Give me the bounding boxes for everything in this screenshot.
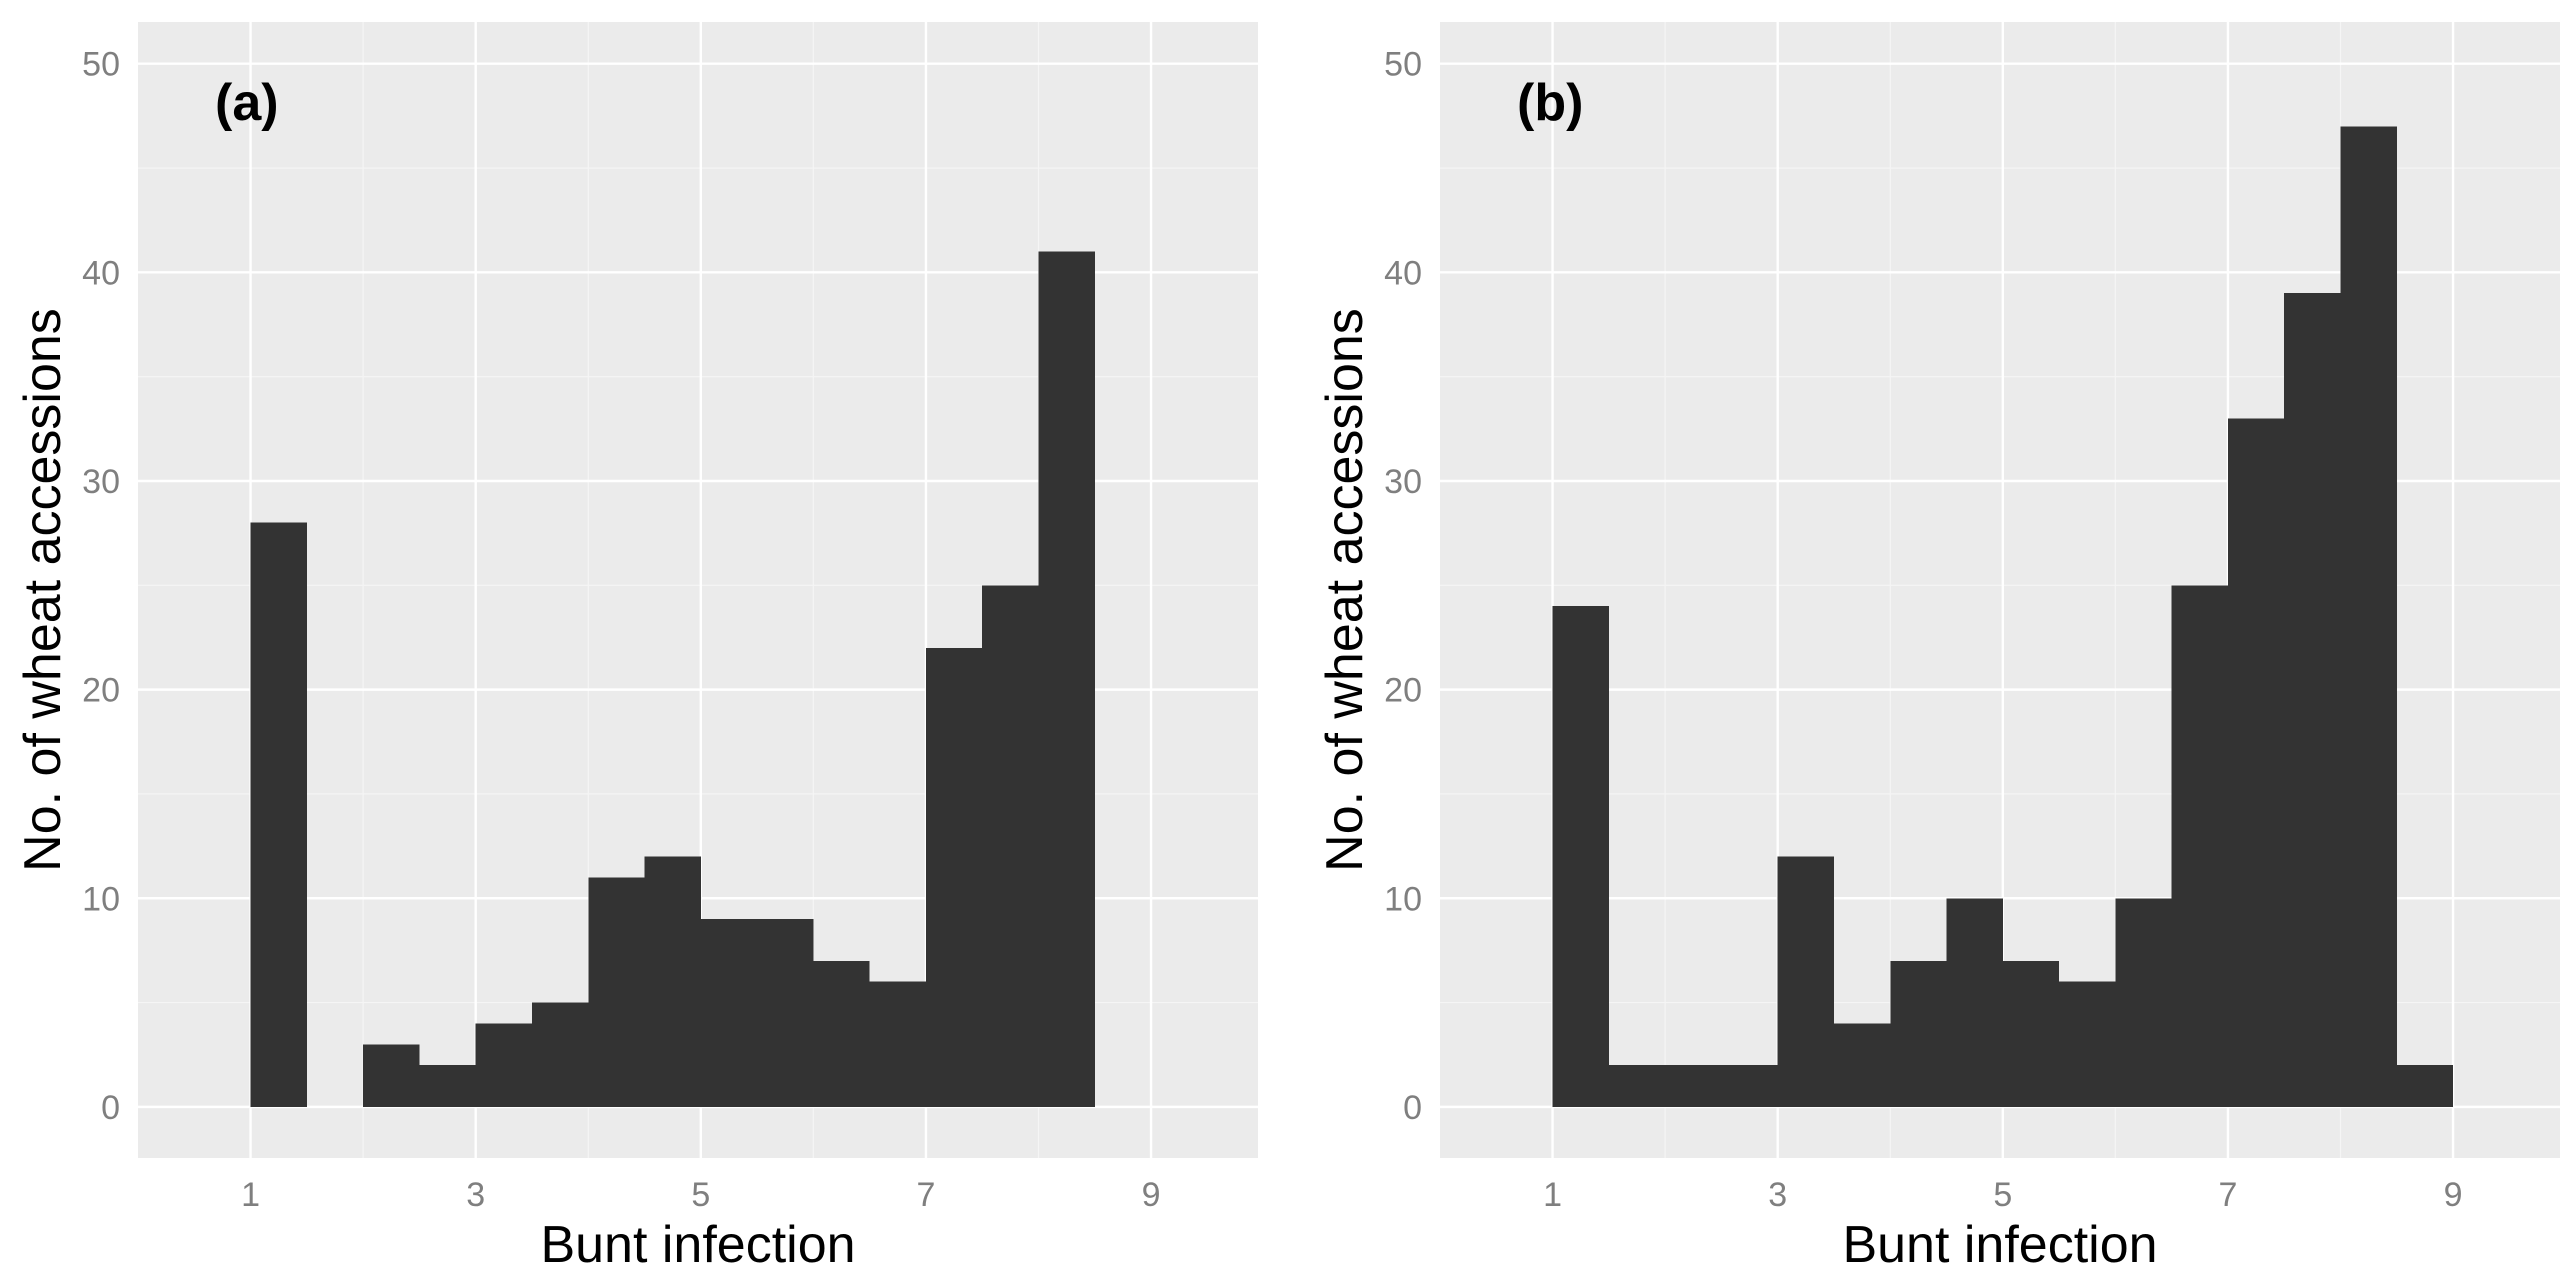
histogram-bar [1552,606,1609,1107]
histogram-bar [1777,856,1834,1107]
y-axis-title: No. of wheat accessions [1316,308,1374,872]
histogram-bar [869,981,926,1107]
histogram-bar [250,522,307,1107]
y-tick-label: 0 [101,1089,120,1127]
x-tick-label: 5 [1993,1176,2012,1214]
histogram-bar [531,1002,589,1107]
x-tick-label: 7 [2218,1176,2237,1214]
histogram-bar [2396,1065,2454,1107]
y-tick-label: 50 [1384,46,1422,84]
panel-b: 0 10 20 30 40 50 1 3 5 7 9 Bunt infection No. of whe… [1316,22,2560,1274]
histogram-bar [2284,293,2341,1107]
y-tick-label: 20 [82,672,120,710]
y-tick-label: 30 [1384,463,1422,501]
x-tick-label: 3 [1768,1176,1787,1214]
histogram-bar [1608,1065,1666,1107]
histogram-bar [757,919,814,1107]
histogram-bar [419,1065,476,1107]
histogram-bar [1833,1023,1891,1107]
y-axis-title: No. of wheat accessions [14,308,72,872]
y-tick-label: 40 [82,254,120,292]
y-tick-label: 10 [1384,880,1422,918]
histogram-bar [2115,898,2172,1107]
x-axis-title: Bunt infection [540,1216,855,1274]
histogram-bar [1890,960,1947,1107]
y-tick-label: 30 [82,463,120,501]
histogram-bar [925,647,983,1107]
x-axis-title: Bunt infection [1842,1216,2157,1274]
y-tick-label: 10 [82,880,120,918]
histogram-bar [2227,418,2285,1107]
histogram-bar [1665,1065,1722,1107]
x-tick-label: 1 [241,1176,260,1214]
x-tick-label: 1 [1543,1176,1562,1214]
y-tick-label: 0 [1403,1089,1422,1127]
x-tick-label: 9 [2444,1176,2463,1214]
histogram-bar [1721,1065,1778,1107]
histogram-bar [588,877,645,1107]
panel-label: (a) [215,74,279,132]
histogram-bar [2002,960,2060,1107]
histogram-bar [363,1044,420,1107]
histogram-bar [2340,126,2397,1107]
y-tick-label: 50 [82,46,120,84]
histogram-bar [2059,981,2116,1107]
x-tick-label: 3 [466,1176,485,1214]
histogram-bar [644,856,701,1107]
histogram-bar [1038,251,1095,1107]
histogram-bar [1946,898,2003,1107]
y-tick-label: 40 [1384,254,1422,292]
x-tick-label: 5 [691,1176,710,1214]
histogram-bar [2171,585,2228,1107]
histogram-bar [475,1023,532,1107]
histogram-bar [813,960,870,1107]
histogram-bar [700,919,758,1107]
panel-label: (b) [1517,74,1583,132]
y-tick-label: 20 [1384,672,1422,710]
x-tick-label: 7 [916,1176,935,1214]
histogram-bar [982,585,1039,1107]
x-tick-label: 9 [1142,1176,1161,1214]
panel-a: 0 10 20 30 40 50 1 3 5 7 9 Bunt infection No. of whe… [14,22,1258,1274]
